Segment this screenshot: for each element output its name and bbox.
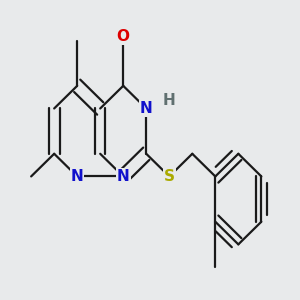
Text: S: S <box>164 169 175 184</box>
Text: N: N <box>140 101 153 116</box>
Text: O: O <box>117 29 130 44</box>
Text: N: N <box>117 169 130 184</box>
Text: N: N <box>71 169 84 184</box>
Text: H: H <box>163 93 175 108</box>
